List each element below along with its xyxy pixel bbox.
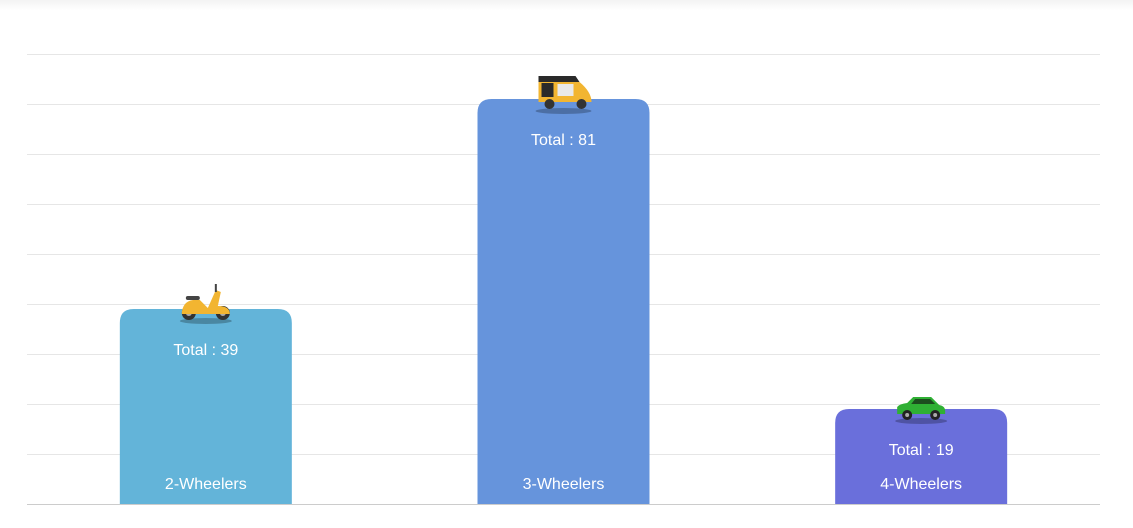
bar-group: Total : 81 3-Wheelers (477, 76, 650, 504)
car-icon (895, 397, 948, 424)
scooter-icon (179, 284, 232, 324)
bar[interactable] (835, 409, 1008, 504)
auto-rickshaw-icon (535, 76, 592, 114)
bar-category-label: 2-Wheelers (165, 476, 247, 493)
bar-total-label: Total : 19 (889, 442, 954, 459)
bar-group: Total : 39 2-Wheelers (119, 284, 292, 504)
bar-group: Total : 19 4-Wheelers (835, 397, 1008, 504)
bar-category-label: 3-Wheelers (523, 476, 605, 493)
bar[interactable] (119, 309, 292, 504)
bars: Total : 39 2-Wheelers Total : 81 3-Wheelers… (119, 76, 1008, 504)
top-band (0, 0, 1133, 10)
bar[interactable] (477, 99, 650, 504)
bar-category-label: 4-Wheelers (880, 476, 962, 493)
bar-total-label: Total : 81 (531, 132, 596, 149)
bar-total-label: Total : 39 (173, 342, 238, 359)
